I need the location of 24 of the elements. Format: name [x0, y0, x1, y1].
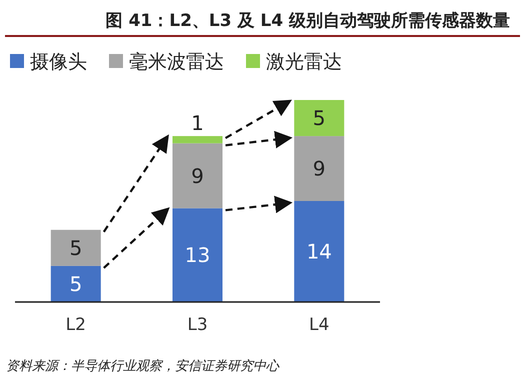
data-label: 9: [191, 164, 204, 188]
bar: [294, 201, 344, 302]
x-tick-label: L3: [187, 315, 208, 335]
x-tick-label: L4: [309, 315, 330, 335]
bar: [294, 100, 344, 136]
data-label: 5: [312, 106, 326, 130]
x-tick-label: L2: [66, 315, 86, 335]
data-label: 13: [184, 243, 210, 268]
data-label: 14: [306, 240, 332, 264]
bar: [294, 136, 344, 201]
text: 资料来源：半导体行业观察，安信证券研究中心: [6, 358, 280, 374]
data-label: 5: [69, 272, 82, 296]
bar: [172, 143, 222, 208]
legend-label: 毫米波雷达: [129, 51, 224, 73]
bar: [50, 266, 101, 302]
chart-title: 图 41：L2、L3 及 L4 级别自动驾驶所需传感器数量: [106, 11, 510, 31]
data-label: 9: [312, 156, 326, 181]
legend-label: 摄像头: [30, 51, 87, 73]
data-label: 1: [191, 111, 204, 136]
bar: [50, 230, 101, 266]
bar: [172, 136, 222, 144]
data-label: 5: [69, 236, 82, 260]
legend-label: 激光雷达: [266, 51, 342, 73]
bar: [172, 208, 222, 302]
